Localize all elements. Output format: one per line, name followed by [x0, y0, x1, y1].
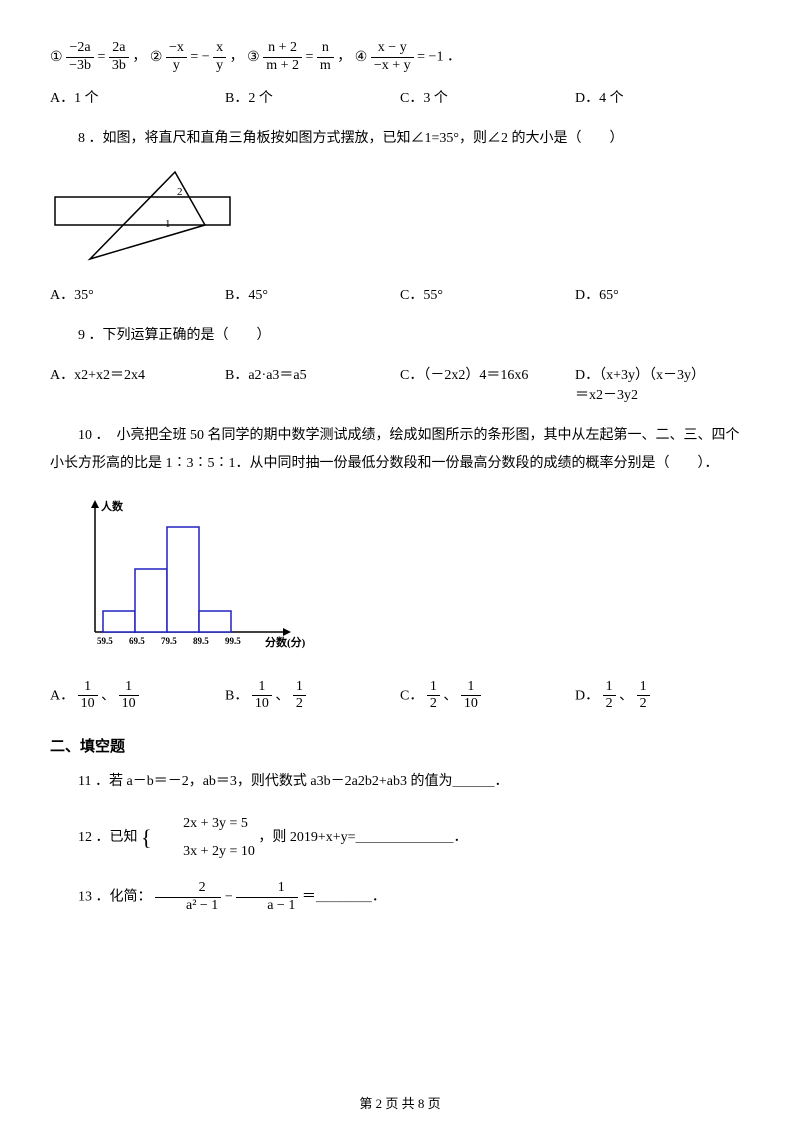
q7-opt-c: C．3 个: [400, 87, 575, 107]
circled-4: ④: [355, 49, 368, 66]
q7-eq1-rhs: 2a3b: [109, 40, 129, 75]
q8-options: A．35° B．45° C．55° D．65°: [50, 284, 750, 304]
q9-opt-a: A．x2+x2＝2x4: [50, 364, 225, 384]
svg-text:人数: 人数: [101, 499, 124, 513]
q8-opt-a: A．35°: [50, 284, 225, 304]
q7-eq3-lhs: n + 2m + 2: [263, 40, 302, 75]
q10-chart: 人数分数(分) 59.5 69.5 79.5 89.5 99.5: [50, 492, 750, 667]
q7-eq2-lhs: −xy: [166, 40, 187, 75]
svg-text:分数(分): 分数(分): [265, 635, 306, 649]
q7-options: A．1 个 B．2 个 C．3 个 D．4 个: [50, 87, 750, 107]
eq-sign: =: [306, 50, 317, 65]
q8-opt-d: D．65°: [575, 284, 750, 304]
angle-1-label: 1: [165, 218, 171, 230]
q10-opt-c: C． 12 、 110: [400, 679, 575, 714]
q7-opt-d: D．4 个: [575, 87, 750, 107]
q10-opt-a: A． 110 、 110: [50, 679, 225, 714]
q11-text: 11 ．若 a－b＝－2，ab＝3，则代数式 a3b－2a2b2+ab3 的值为…: [50, 768, 750, 796]
q7-eq4-lhs: x − y−x + y: [371, 40, 414, 75]
circled-3: ③: [247, 49, 260, 66]
q7-opt-b: B．2 个: [225, 87, 400, 107]
q10-options: A． 110 、 110 B． 110 、 12 C． 12 、 110 D． …: [50, 679, 750, 714]
q9-text: 9 ．下列运算正确的是（ ）: [50, 322, 750, 350]
q9-opt-b: B．a2·a3＝a5: [225, 364, 400, 384]
q10-opt-d: D． 12 、 12: [575, 679, 750, 714]
q9-opt-d: D．（x+3y）（x－3y） ＝x2－3y2: [575, 364, 750, 404]
svg-text:89.5: 89.5: [193, 636, 209, 646]
svg-text:59.5: 59.5: [97, 636, 113, 646]
q10-text: 10 ． 小亮把全班 50 名同学的期中数学测试成绩，绘成如图所示的条形图，其中…: [50, 422, 750, 478]
angle-2-label: 2: [177, 186, 183, 198]
q12-text: 12 ．已知 { 2x + 3y = 5 3x + 2y = 10 ，则 201…: [50, 810, 750, 866]
q8-text: 8 ．如图，将直尺和直角三角板按如图方式摆放，已知∠1=35°，则∠2 的大小是…: [50, 125, 750, 153]
circled-2: ②: [150, 49, 163, 66]
svg-text:99.5: 99.5: [225, 636, 241, 646]
circled-1: ①: [50, 49, 63, 66]
brace-icon: {: [141, 825, 152, 850]
q9-options: A．x2+x2＝2x4 B．a2·a3＝a5 C．（－2x2）4＝16x6 D．…: [50, 364, 750, 404]
q7-eq2-rhs: xy: [213, 40, 226, 75]
q8-diagram: 1 2: [50, 167, 750, 272]
q8-opt-b: B．45°: [225, 284, 400, 304]
svg-text:69.5: 69.5: [129, 636, 145, 646]
q7-eq3-rhs: nm: [317, 40, 334, 75]
q9-opt-c: C．（－2x2）4＝16x6: [400, 364, 575, 384]
eq-sign: =: [97, 50, 108, 65]
section-2-title: 二、填空题: [50, 735, 750, 756]
q7-opt-a: A．1 个: [50, 87, 225, 107]
q10-opt-b: B． 110 、 12: [225, 679, 400, 714]
q13-text: 13 ．化简： 2a² − 1 − 1a − 1 ＝＿＿＿＿．: [50, 880, 750, 915]
q7-eq1-lhs: −2a−3b: [66, 40, 94, 75]
page-footer: 第 2 页 共 8 页: [0, 1093, 800, 1112]
q8-opt-c: C．55°: [400, 284, 575, 304]
q12-system: 2x + 3y = 5 3x + 2y = 10: [155, 810, 255, 866]
q7-equations: ① −2a−3b = 2a3b ， ② −xy = − xy ， ③ n + 2…: [50, 40, 750, 75]
svg-text:79.5: 79.5: [161, 636, 177, 646]
